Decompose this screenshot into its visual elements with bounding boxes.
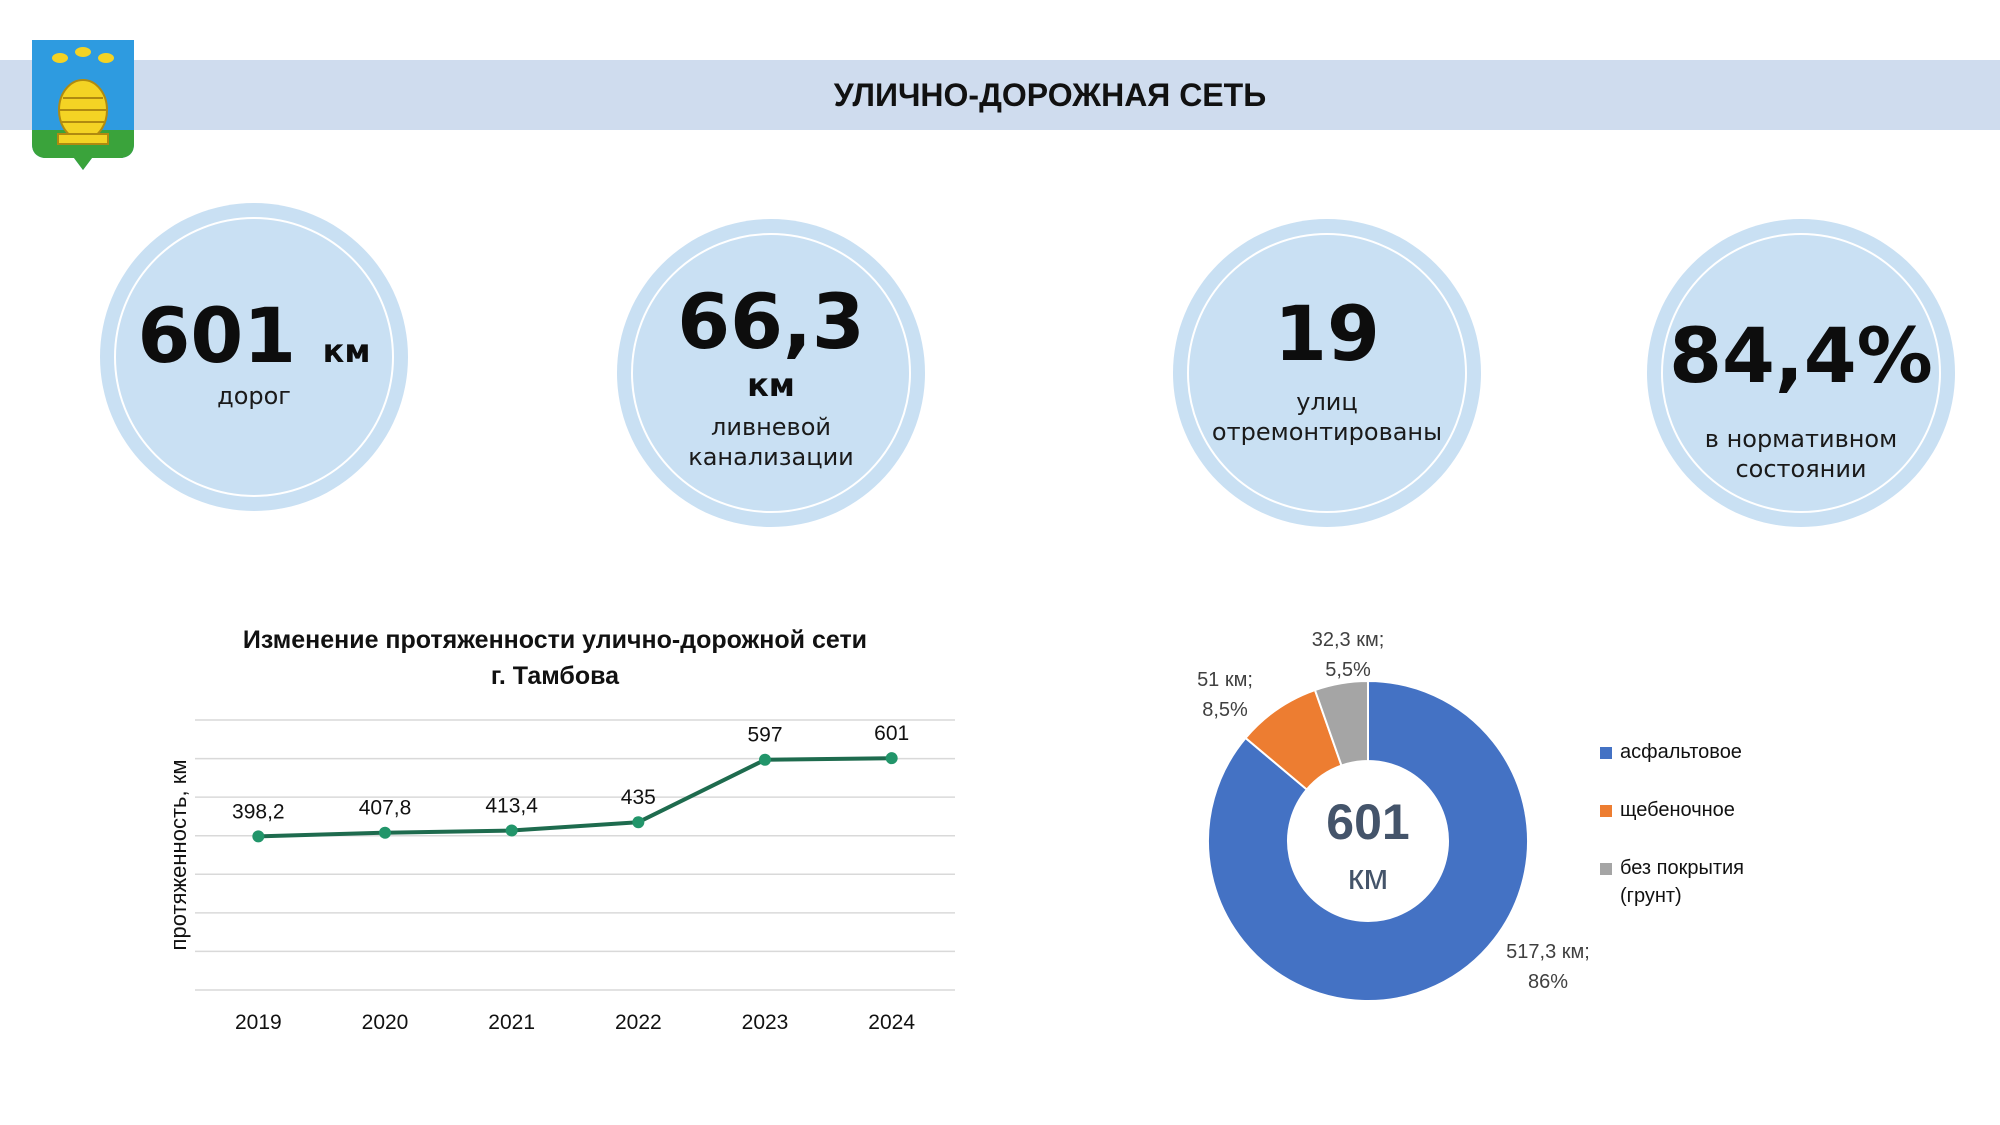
x-tick-label: 2024	[868, 1011, 915, 1034]
data-point	[759, 753, 771, 766]
x-tick-label: 2021	[488, 1011, 535, 1034]
data-point	[252, 830, 265, 843]
kpi-caption-line1: улиц	[1296, 388, 1358, 416]
kpi-normative-condition: 84,4% в нормативном состоянии	[1647, 219, 1955, 527]
series-line	[258, 756, 892, 839]
data-label: 597	[747, 724, 782, 747]
donut-slice-dirt	[1313, 679, 1369, 767]
donut-data-label: 5,5%	[1325, 659, 1371, 681]
donut-center-value: 601	[1326, 794, 1409, 850]
donut-data-label: 517,3 км;	[1506, 941, 1590, 963]
legend-item-asphalt: асфальтовое	[1600, 738, 1744, 766]
x-tick-label: 2023	[742, 1011, 789, 1034]
legend-label-line1: без покрытия	[1620, 857, 1745, 879]
kpi-value: 601 км	[100, 291, 408, 396]
data-point	[379, 826, 391, 839]
kpi-unit: км	[747, 366, 795, 404]
legend-label: асфальтовое	[1620, 741, 1742, 763]
x-tick-label: 2019	[235, 1011, 282, 1034]
kpi-ring	[1661, 233, 1941, 513]
header-band	[0, 60, 2000, 130]
data-label: 413,4	[485, 795, 538, 818]
legend-label-line2: (грунт)	[1620, 885, 1682, 907]
kpi-storm-sewer: 66,3 км ливневой канализации	[617, 219, 925, 527]
data-point	[632, 816, 645, 829]
data-point	[885, 752, 898, 765]
x-tick-label: 2020	[362, 1011, 409, 1034]
data-label: 398,2	[232, 800, 285, 823]
donut-data-label: 51 км;	[1197, 669, 1253, 691]
line-chart-title-line2: г. Тамбова	[490, 662, 620, 690]
kpi-caption-line1: ливневой	[711, 413, 831, 441]
legend-item-dirt: без покрытия (грунт)	[1600, 854, 1744, 910]
kpi-number: 601	[137, 291, 297, 380]
x-tick-label: 2022	[615, 1011, 662, 1034]
kpi-ring	[1187, 233, 1467, 513]
kpi-caption-line2: отремонтированы	[1211, 418, 1443, 446]
kpi-unit: км	[322, 332, 371, 370]
page-title: УЛИЧНО-ДОРОЖНАЯ СЕТЬ	[833, 77, 1267, 113]
kpi-streets-repaired: 19 улиц отремонтированы	[1173, 219, 1481, 527]
donut-center-unit: км	[1348, 856, 1389, 897]
donut-chart: 517,3 км; 86% 51 км; 8,5% 32,3 км; 5,5% 601 км	[1197, 629, 1590, 1002]
legend-item-gravel: щебеночное	[1600, 796, 1744, 824]
data-label: 435	[621, 786, 656, 809]
line-chart: протяженность, км 398,2 2019 407,8 2020 413,4…	[166, 719, 955, 1034]
line-chart-title: Изменение протяженности улично-дорожной …	[180, 622, 930, 694]
kpi-caption-line2: канализации	[688, 443, 854, 471]
donut-data-label: 86%	[1528, 971, 1568, 993]
legend-swatch-gravel	[1600, 805, 1612, 817]
donut-data-label: 8,5%	[1202, 699, 1248, 721]
coat-of-arms-logo	[32, 40, 134, 170]
legend-label: щебеночное	[1620, 799, 1735, 821]
kpi-caption-line1: в нормативном	[1704, 425, 1898, 453]
donut-data-label: 32,3 км;	[1312, 629, 1385, 651]
kpi-number: 66,3	[677, 277, 865, 366]
legend-swatch-asphalt	[1600, 747, 1612, 759]
data-label: 407,8	[359, 797, 412, 820]
kpi-number: 19	[1274, 289, 1380, 378]
kpi-number: 84,4%	[1669, 311, 1933, 400]
kpi-caption-line2: состоянии	[1735, 455, 1867, 483]
donut-legend: асфальтовое щебеночное без покрытия (гру…	[1600, 738, 1744, 940]
kpi-ring	[631, 233, 911, 513]
legend-swatch-dirt	[1600, 863, 1612, 875]
y-axis-label: протяженность, км	[166, 760, 191, 951]
kpi-road-length: 601 км дорог	[100, 203, 408, 511]
data-point	[505, 824, 518, 837]
line-chart-title-line1: Изменение протяженности улично-дорожной …	[242, 626, 868, 654]
data-label: 601	[874, 722, 909, 745]
kpi-caption: дорог	[217, 382, 291, 410]
kpi-ring	[114, 217, 394, 497]
donut-slice-asphalt	[1207, 679, 1529, 1002]
